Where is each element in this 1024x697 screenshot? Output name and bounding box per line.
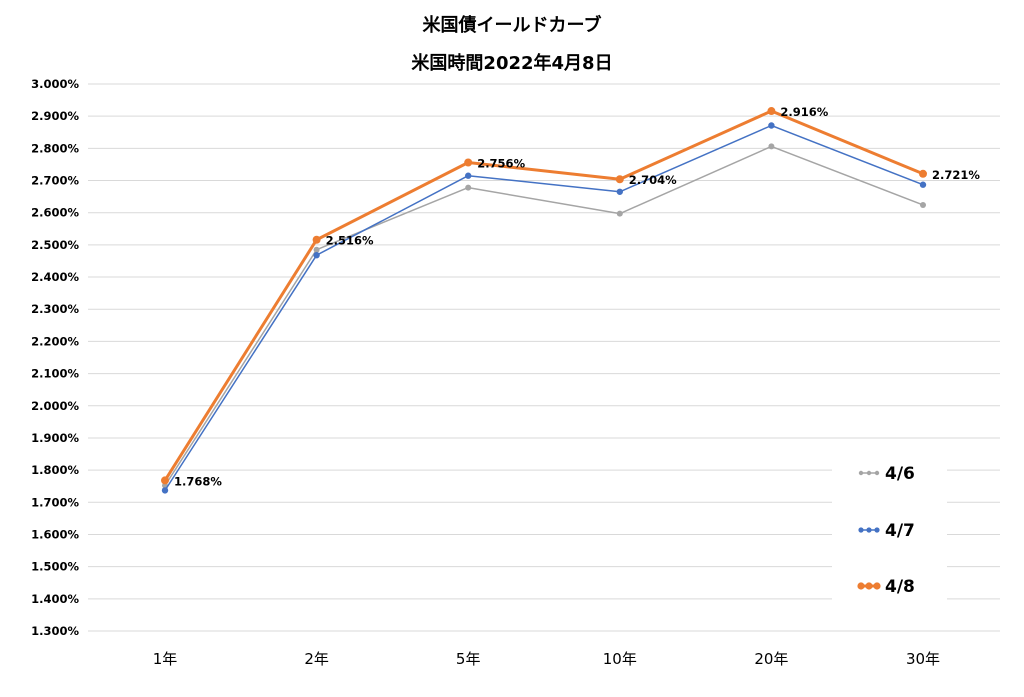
legend-label: 4/8 [885, 577, 915, 597]
y-tick-label: 1.900% [31, 431, 79, 445]
data-point [615, 175, 624, 184]
data-point [313, 251, 320, 259]
data-label: 2.756% [477, 157, 525, 171]
data-point [161, 476, 169, 485]
legend-label: 4/7 [885, 521, 915, 541]
y-tick-label: 1.700% [31, 495, 79, 509]
x-tick-label: 30年 [906, 650, 940, 668]
y-tick-label: 2.900% [31, 109, 79, 123]
series-line [164, 145, 924, 486]
y-tick-label: 2.300% [31, 302, 79, 316]
series-line [163, 109, 924, 482]
chart-title: 米国債イールドカーブ [423, 14, 602, 36]
data-point [767, 107, 776, 116]
legend-item: 4/8 [857, 577, 915, 597]
series-2 [161, 107, 927, 485]
x-tick-label: 1年 [153, 650, 178, 668]
data-point [161, 487, 169, 494]
y-tick-label: 2.700% [31, 174, 79, 188]
y-tick-label: 2.200% [31, 334, 79, 348]
y-tick-label: 2.400% [31, 270, 79, 284]
data-label: 2.721% [932, 168, 980, 182]
legend-background [832, 452, 947, 604]
y-tick-label: 2.100% [31, 367, 79, 381]
y-tick-label: 2.800% [31, 141, 79, 155]
gridlines [88, 83, 1000, 632]
data-point [616, 188, 623, 195]
data-point [465, 184, 472, 191]
y-tick-label: 2.600% [31, 206, 79, 220]
data-label: 1.768% [174, 474, 222, 488]
x-tick-label: 2年 [304, 650, 329, 668]
y-tick-label: 1.500% [31, 560, 79, 574]
legend-marker [857, 582, 865, 590]
series-line [164, 124, 924, 491]
legend-marker [858, 470, 864, 476]
y-tick-label: 3.000% [31, 77, 79, 91]
legend-marker [874, 527, 880, 533]
data-point [616, 210, 623, 217]
data-point [464, 158, 473, 167]
legend-marker [866, 470, 872, 476]
y-tick-label: 2.500% [31, 238, 79, 252]
legend-item: 4/6 [858, 464, 915, 484]
y-axis-tick-labels: 3.000% 2.900% 2.800% 2.700% 2.600% 2.500% 2.40… [31, 77, 79, 638]
series-lines [161, 107, 927, 494]
data-labels: 1.768% 2.516% 2.756% 2.704% 2.916% 2.721% [174, 105, 980, 488]
y-tick-label: 1.300% [31, 624, 79, 638]
legend-marker [865, 582, 873, 590]
x-axis-tick-labels: 1年 2年 5年 10年 20年 30年 [153, 650, 940, 668]
series-0 [162, 143, 926, 489]
data-point [919, 181, 927, 188]
x-tick-label: 10年 [603, 650, 637, 668]
y-tick-label: 1.400% [31, 592, 79, 606]
data-point [768, 122, 775, 129]
data-point [465, 172, 472, 179]
x-tick-label: 20年 [754, 650, 788, 668]
legend-marker [858, 527, 864, 533]
data-point [919, 169, 927, 178]
series-1 [161, 122, 927, 494]
legend-marker [873, 582, 881, 590]
data-point [313, 246, 320, 253]
legend-item: 4/7 [858, 521, 915, 541]
y-tick-label: 2.000% [31, 399, 79, 413]
y-tick-label: 1.800% [31, 463, 79, 477]
data-point [920, 201, 926, 208]
data-point [768, 143, 775, 150]
legend: 4/6 4/7 4/8 [832, 452, 947, 604]
legend-marker [874, 470, 880, 476]
data-label: 2.916% [780, 105, 828, 119]
data-label: 2.704% [629, 173, 677, 187]
y-tick-label: 1.600% [31, 527, 79, 541]
x-tick-label: 5年 [456, 650, 481, 668]
legend-marker [866, 527, 872, 533]
chart-subtitle: 米国時間2022年4月8日 [411, 52, 612, 74]
data-label: 2.516% [326, 234, 374, 248]
data-point [312, 235, 321, 244]
legend-label: 4/6 [885, 464, 915, 484]
